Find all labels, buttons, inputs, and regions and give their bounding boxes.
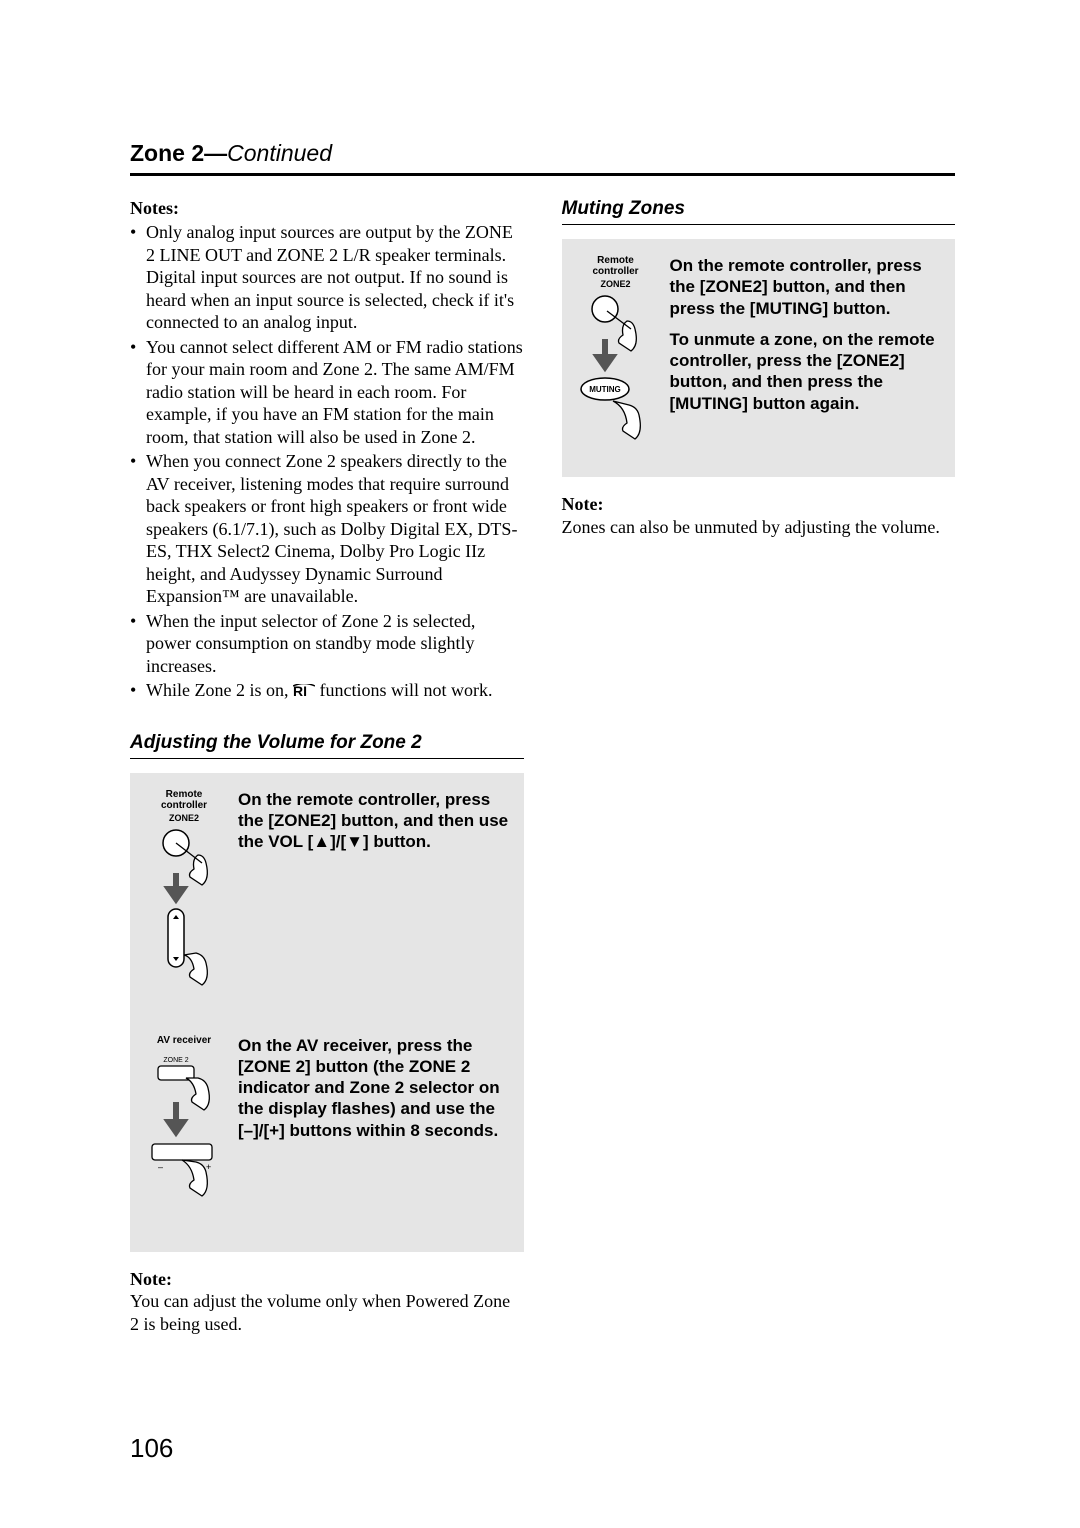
title-continued: Continued xyxy=(227,140,332,166)
left-column: Notes: Only analog input sources are out… xyxy=(130,198,524,1335)
note-item-text-b: functions will not work. xyxy=(315,680,493,700)
note-item: When you connect Zone 2 speakers directl… xyxy=(130,450,524,608)
two-column-layout: Notes: Only analog input sources are out… xyxy=(130,198,955,1335)
instruction-box-volume: Remote controller ZONE2 VOL xyxy=(130,773,524,1252)
note-block-muting: Note: Zones can also be unmuted by adjus… xyxy=(562,493,956,538)
remote-zone2-press-icon: VOL xyxy=(152,827,216,1007)
device-label: Remote controller xyxy=(144,789,224,811)
svg-text:+: + xyxy=(206,1162,211,1172)
note-item: Only analog input sources are output by … xyxy=(130,221,524,334)
remote-muting-press-icon: MUTING xyxy=(579,293,653,463)
device-label: Remote controller xyxy=(576,255,656,277)
note-label: Note: xyxy=(130,1268,524,1291)
step-icon-remote: Remote controller ZONE2 VOL xyxy=(144,789,224,1007)
muting-text-p1: On the remote controller, press the [ZON… xyxy=(670,255,942,319)
zone-label: ZONE2 xyxy=(169,813,199,823)
step-text: On the remote controller, press the [ZON… xyxy=(238,789,510,853)
page-number: 106 xyxy=(130,1433,173,1464)
subheading-volume: Adjusting the Volume for Zone 2 xyxy=(130,732,524,754)
note-item: While Zone 2 is on, RI functions will no… xyxy=(130,679,524,702)
muting-button-label: MUTING xyxy=(589,385,621,394)
notes-list: Only analog input sources are output by … xyxy=(130,221,524,702)
subheading-muting: Muting Zones xyxy=(562,198,956,220)
title-rule xyxy=(130,173,955,176)
instruction-box-muting: Remote controller ZONE2 MUTING On the re… xyxy=(562,239,956,477)
subheading-rule xyxy=(130,758,524,759)
title-dash: — xyxy=(204,140,227,166)
step-remote-muting: Remote controller ZONE2 MUTING On the re… xyxy=(576,255,942,463)
title-main: Zone 2 xyxy=(130,140,204,166)
note-item: You cannot select different AM or FM rad… xyxy=(130,336,524,449)
step-icon-avreceiver: AV receiver ZONE 2 – + xyxy=(144,1035,224,1238)
muting-text-p2: To unmute a zone, on the remote controll… xyxy=(670,329,942,414)
notes-heading: Notes: xyxy=(130,198,524,219)
zone-label: ZONE2 xyxy=(600,279,630,289)
right-column: Muting Zones Remote controller ZONE2 MUT… xyxy=(562,198,956,1335)
step-icon-remote-muting: Remote controller ZONE2 MUTING xyxy=(576,255,656,463)
step-text: On the remote controller, press the [ZON… xyxy=(670,255,942,414)
page-title: Zone 2—Continued xyxy=(130,140,955,167)
zone2-small-label: ZONE 2 xyxy=(163,1057,188,1064)
note-block-volume: Note: You can adjust the volume only whe… xyxy=(130,1268,524,1336)
ri-icon: RI xyxy=(293,684,315,698)
step-text: On the AV receiver, press the [ZONE 2] b… xyxy=(238,1035,510,1141)
note-item-text-a: While Zone 2 is on, xyxy=(146,680,293,700)
device-label: AV receiver xyxy=(157,1035,211,1046)
note-text: Zones can also be unmuted by adjusting t… xyxy=(562,516,956,539)
note-label: Note: xyxy=(562,493,956,516)
note-text: You can adjust the volume only when Powe… xyxy=(130,1290,524,1335)
subheading-rule xyxy=(562,224,956,225)
note-item: When the input selector of Zone 2 is sel… xyxy=(130,610,524,678)
step-remote-volume: Remote controller ZONE2 VOL xyxy=(144,789,510,1007)
svg-text:–: – xyxy=(158,1162,163,1172)
step-avreceiver-volume: AV receiver ZONE 2 – + On the AV r xyxy=(144,1035,510,1238)
svg-text:RI: RI xyxy=(293,684,307,698)
avreceiver-press-icon: ZONE 2 – + xyxy=(148,1048,220,1238)
